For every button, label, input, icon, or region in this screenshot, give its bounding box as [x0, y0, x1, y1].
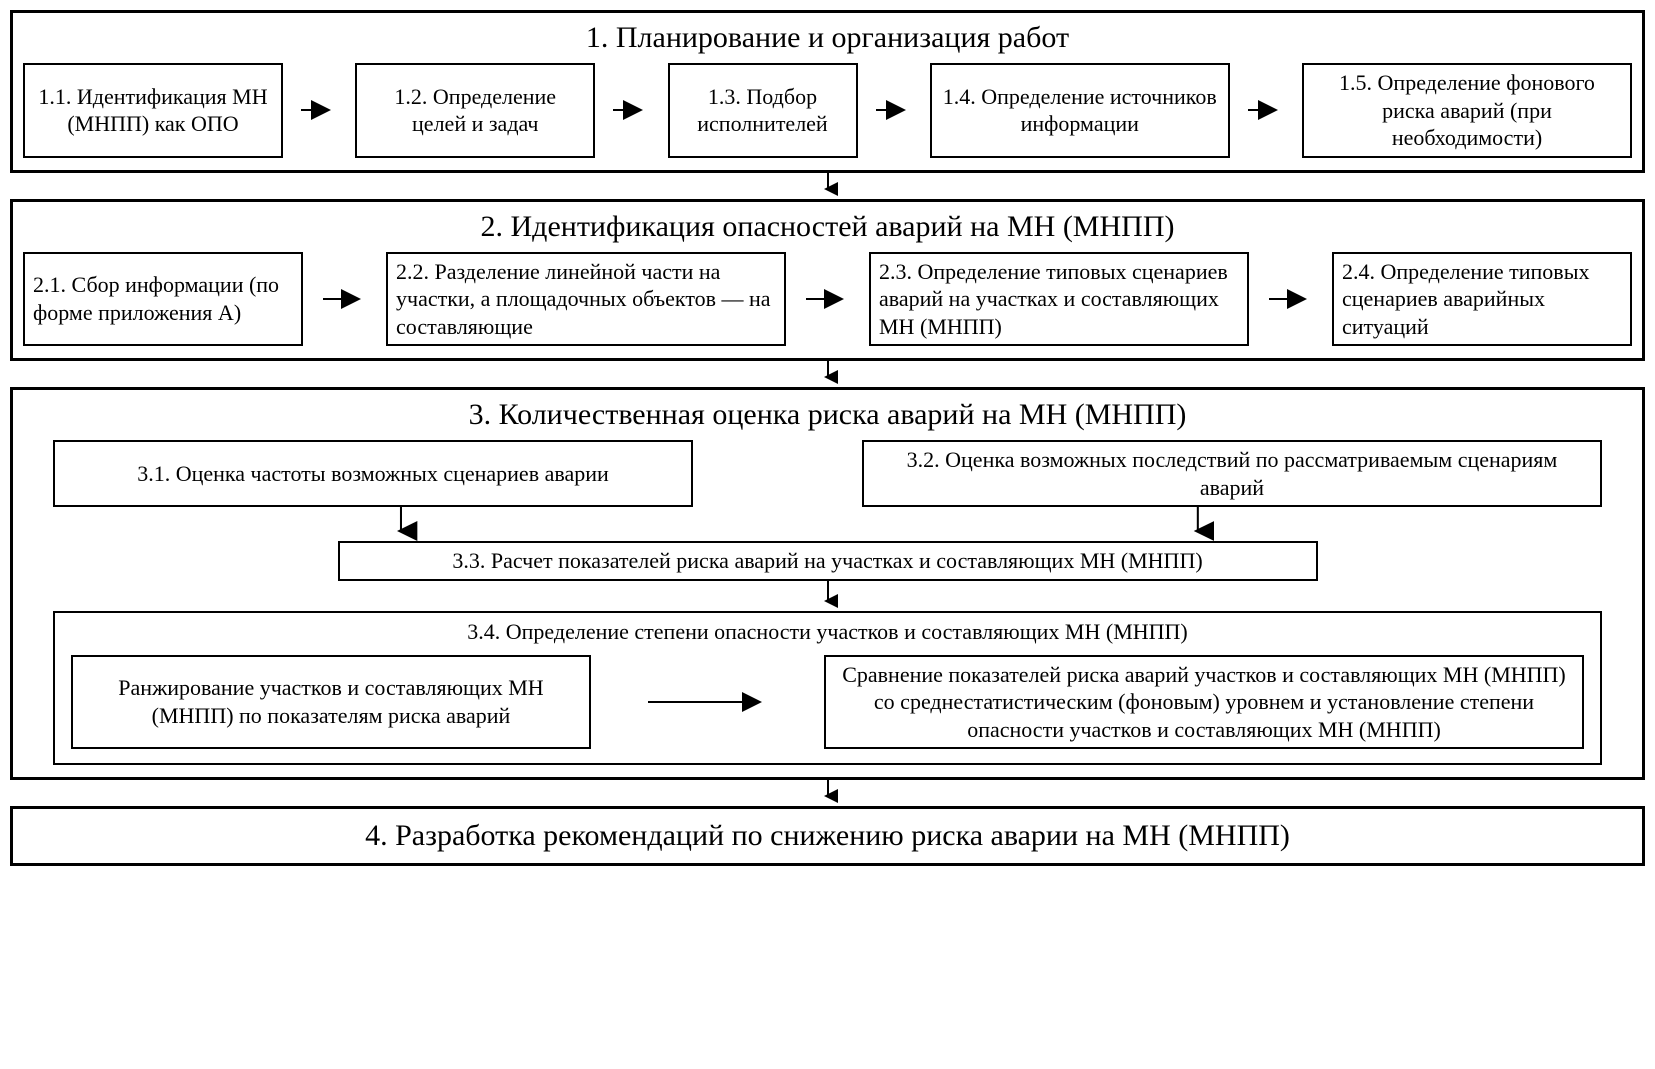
box-3-4: 3.4. Определение степени опасности участ… [53, 611, 1602, 766]
section-2-row: 2.1. Сбор информации (по форме приложени… [23, 252, 1632, 347]
box-3-1: 3.1. Оценка частоты возможных сценариев … [53, 440, 693, 507]
box-3-4-title: 3.4. Определение степени опасности участ… [71, 619, 1584, 645]
arrow-h [1269, 252, 1313, 347]
section-3-title: 3. Количественная оценка риска аварий на… [23, 398, 1632, 432]
arrow-v [23, 581, 1632, 611]
arrow-h [613, 63, 649, 158]
section-4: 4. Разработка рекомендаций по снижению р… [10, 806, 1645, 866]
arrow-v [10, 361, 1645, 387]
section-2: 2. Идентификация опасностей аварий на МН… [10, 199, 1645, 362]
box-1-4: 1.4. Определение источников информации [930, 63, 1230, 158]
arrow-h [876, 63, 912, 158]
arrow-h [301, 63, 337, 158]
box-2-1: 2.1. Сбор информации (по форме приложени… [23, 252, 303, 347]
box-3-2: 3.2. Оценка возможных последствий по рас… [862, 440, 1602, 507]
section-3-row1: 3.1. Оценка частоты возможных сценариев … [23, 440, 1632, 507]
arrows-3-1-3-2-to-3-3 [23, 507, 1632, 541]
box-3-4-right: Сравнение показателей риска аварий участ… [824, 655, 1584, 750]
section-4-title: 4. Разработка рекомендаций по снижению р… [365, 819, 1290, 852]
arrow-h [648, 655, 768, 750]
section-1: 1. Планирование и организация работ 1.1.… [10, 10, 1645, 173]
arrow-h [323, 252, 367, 347]
box-1-3: 1.3. Подбор исполнителей [668, 63, 858, 158]
section-1-row: 1.1. Идентификация МН (МНПП) как ОПО 1.2… [23, 63, 1632, 158]
arrow-h [1248, 63, 1284, 158]
box-1-2: 1.2. Определение целей и задач [355, 63, 595, 158]
box-1-1: 1.1. Идентификация МН (МНПП) как ОПО [23, 63, 283, 158]
arrow-v [10, 780, 1645, 806]
box-3-3: 3.3. Расчет показателей риска аварий на … [338, 541, 1318, 581]
section-3-row-33: 3.3. Расчет показателей риска аварий на … [23, 541, 1632, 581]
box-2-2: 2.2. Разделение линейной части на участк… [386, 252, 786, 347]
box-3-4-left: Ранжирование участков и составляющих МН … [71, 655, 591, 750]
section-1-title: 1. Планирование и организация работ [23, 21, 1632, 55]
section-3: 3. Количественная оценка риска аварий на… [10, 387, 1645, 780]
flowchart: 1. Планирование и организация работ 1.1.… [10, 10, 1645, 866]
section-2-title: 2. Идентификация опасностей аварий на МН… [23, 210, 1632, 244]
arrow-h [806, 252, 850, 347]
box-2-4: 2.4. Определение типовых сценариев авари… [1332, 252, 1632, 347]
box-3-4-row: Ранжирование участков и составляющих МН … [71, 655, 1584, 750]
box-2-3: 2.3. Определение типовых сценариев авари… [869, 252, 1249, 347]
arrow-v [10, 173, 1645, 199]
box-1-5: 1.5. Определение фонового риска аварий (… [1302, 63, 1632, 158]
